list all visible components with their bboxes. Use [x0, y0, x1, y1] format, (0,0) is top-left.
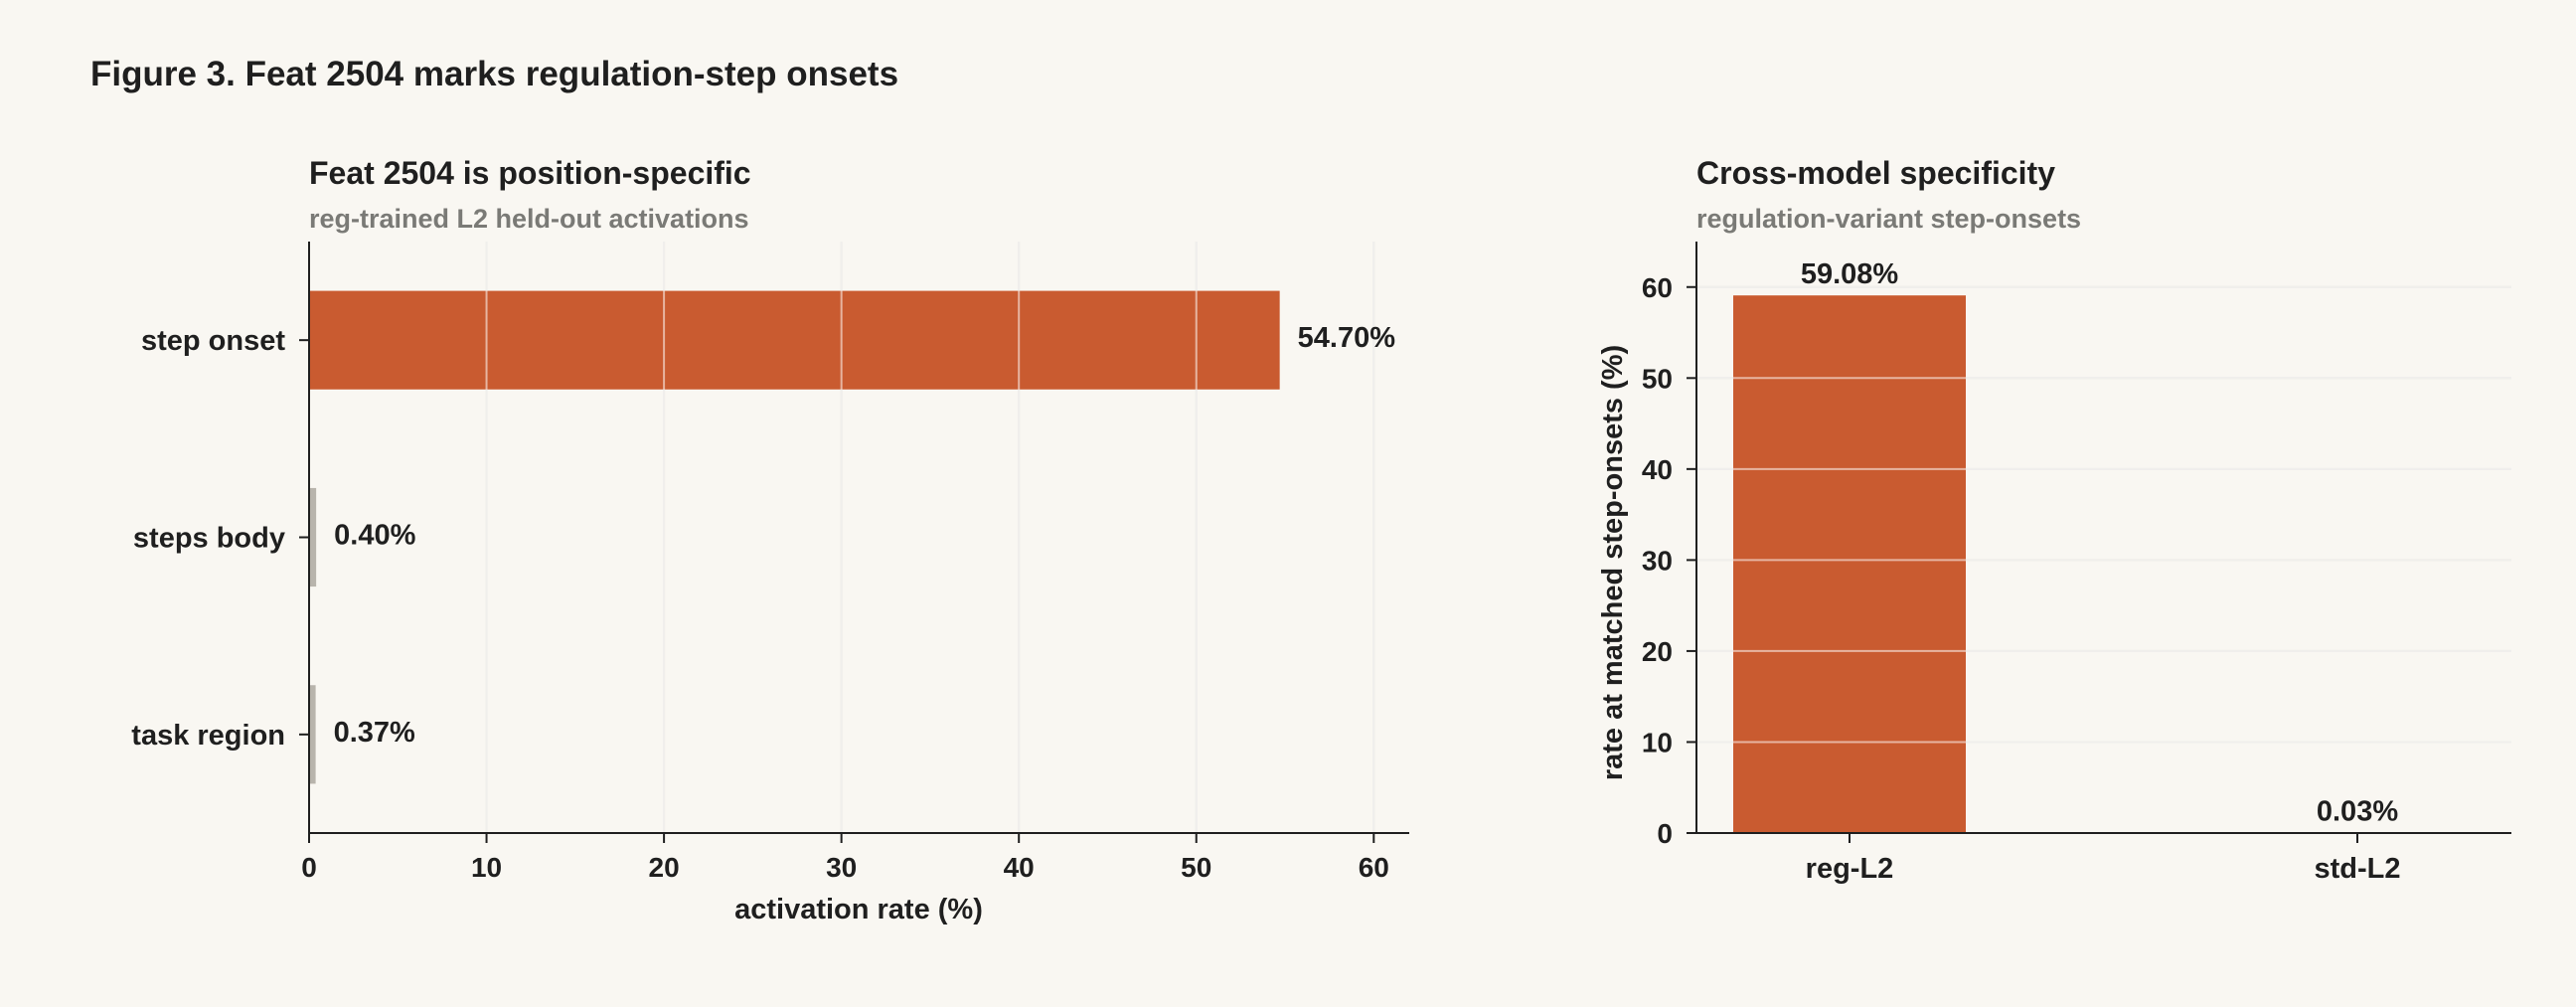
- left-x-tick-label: 50: [1181, 852, 1211, 883]
- left-x-tick-label: 30: [826, 852, 857, 883]
- right-y-tick-label: 50: [1642, 363, 1673, 394]
- right-category-label: std-L2: [2315, 853, 2401, 885]
- right-y-tick-label: 30: [1642, 545, 1673, 576]
- left-x-tick-label: 40: [1004, 852, 1035, 883]
- left-panel-subtitle: reg-trained L2 held-out activations: [309, 204, 749, 234]
- right-y-tick-label: 10: [1642, 727, 1673, 757]
- left-labels: step onset 54.70% steps body 0.40% task regi…: [131, 322, 1395, 883]
- right-panel: Cross-model specificity regulation-varia…: [1597, 155, 2511, 885]
- right-value-label: 0.03%: [2317, 796, 2398, 828]
- left-bars: [309, 242, 1373, 833]
- left-bar-1: [309, 488, 316, 587]
- right-value-label: 59.08%: [1801, 258, 1899, 290]
- right-bars: [1696, 287, 2511, 833]
- right-y-tick-label: 0: [1657, 818, 1673, 849]
- left-panel-title: Feat 2504 is position-specific: [309, 155, 751, 191]
- left-value-label: 0.40%: [334, 520, 415, 552]
- right-panel-title: Cross-model specificity: [1696, 155, 2055, 191]
- left-bar-0: [309, 291, 1280, 390]
- left-category-label: task region: [131, 720, 285, 752]
- right-y-tick-label: 60: [1642, 272, 1673, 303]
- right-category-label: reg-L2: [1806, 853, 1894, 885]
- left-x-tick-label: 60: [1359, 852, 1389, 883]
- right-y-tick-label: 20: [1642, 636, 1673, 667]
- right-y-axis-label: rate at matched step-onsets (%): [1597, 345, 1629, 780]
- left-x-axis-label: activation rate (%): [734, 894, 983, 925]
- right-bar-0: [1733, 295, 1966, 833]
- left-value-label: 54.70%: [1298, 322, 1396, 354]
- left-category-label: step onset: [141, 325, 285, 357]
- figure-title: Figure 3. Feat 2504 marks regulation-ste…: [90, 55, 898, 93]
- left-x-tick-label: 0: [301, 852, 317, 883]
- left-panel: Feat 2504 is position-specific reg-train…: [131, 155, 1409, 925]
- right-panel-subtitle: regulation-variant step-onsets: [1696, 204, 2081, 234]
- left-x-tick-label: 10: [471, 852, 502, 883]
- left-category-label: steps body: [133, 523, 285, 555]
- left-x-tick-label: 20: [649, 852, 680, 883]
- left-value-label: 0.37%: [334, 717, 415, 749]
- right-y-tick-label: 40: [1642, 454, 1673, 485]
